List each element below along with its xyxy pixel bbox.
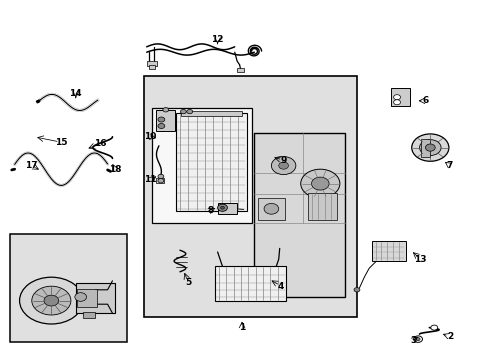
Text: 2: 2 (446, 332, 452, 341)
Text: 11: 11 (144, 175, 157, 184)
Circle shape (300, 169, 339, 198)
Text: 5: 5 (185, 278, 191, 287)
Circle shape (430, 325, 437, 330)
Bar (307, 193, 337, 220)
Bar (371, 241, 405, 261)
Circle shape (419, 140, 440, 156)
Text: 1: 1 (239, 323, 244, 332)
Text: 10: 10 (144, 132, 157, 141)
Circle shape (413, 336, 422, 342)
Text: 17: 17 (25, 161, 38, 170)
Circle shape (220, 206, 224, 209)
Text: 8: 8 (207, 206, 213, 215)
Text: 7: 7 (446, 161, 452, 170)
Text: 3: 3 (409, 336, 415, 345)
Bar (144, 76, 356, 317)
Circle shape (32, 286, 71, 315)
Circle shape (393, 95, 400, 100)
Bar (146, 61, 157, 66)
Bar (215, 266, 285, 301)
Text: 14: 14 (69, 89, 82, 98)
Bar (217, 203, 237, 214)
Circle shape (163, 108, 168, 112)
Text: 18: 18 (108, 165, 121, 174)
Text: 16: 16 (94, 139, 106, 148)
Bar (258, 198, 285, 220)
Bar (77, 289, 97, 307)
Bar (254, 133, 344, 297)
Circle shape (186, 109, 192, 114)
Text: 9: 9 (280, 156, 286, 165)
Text: 13: 13 (413, 255, 426, 264)
Bar (420, 139, 429, 157)
Circle shape (415, 338, 419, 341)
Circle shape (311, 177, 328, 190)
Bar (390, 88, 409, 106)
Circle shape (217, 204, 227, 211)
Circle shape (180, 109, 186, 114)
Circle shape (411, 134, 448, 161)
Circle shape (353, 288, 359, 292)
Bar (83, 312, 95, 318)
Circle shape (158, 179, 163, 183)
Circle shape (278, 162, 288, 169)
Circle shape (158, 123, 164, 129)
Bar (10, 234, 127, 342)
Circle shape (158, 174, 163, 179)
Bar (155, 178, 164, 183)
Text: 12: 12 (211, 35, 224, 44)
Circle shape (264, 203, 278, 214)
Text: 6: 6 (422, 96, 427, 105)
Text: 4: 4 (277, 282, 284, 291)
Circle shape (20, 277, 83, 324)
Bar (156, 110, 175, 131)
Circle shape (271, 157, 295, 175)
Circle shape (425, 144, 434, 151)
Circle shape (44, 295, 59, 306)
Circle shape (158, 117, 164, 122)
Bar (76, 283, 115, 313)
Circle shape (75, 293, 86, 301)
Bar (149, 65, 155, 69)
Circle shape (393, 100, 400, 105)
Bar (237, 68, 244, 72)
Bar (176, 113, 246, 211)
Bar (151, 108, 251, 223)
Bar (181, 111, 242, 116)
Text: 15: 15 (55, 138, 67, 147)
